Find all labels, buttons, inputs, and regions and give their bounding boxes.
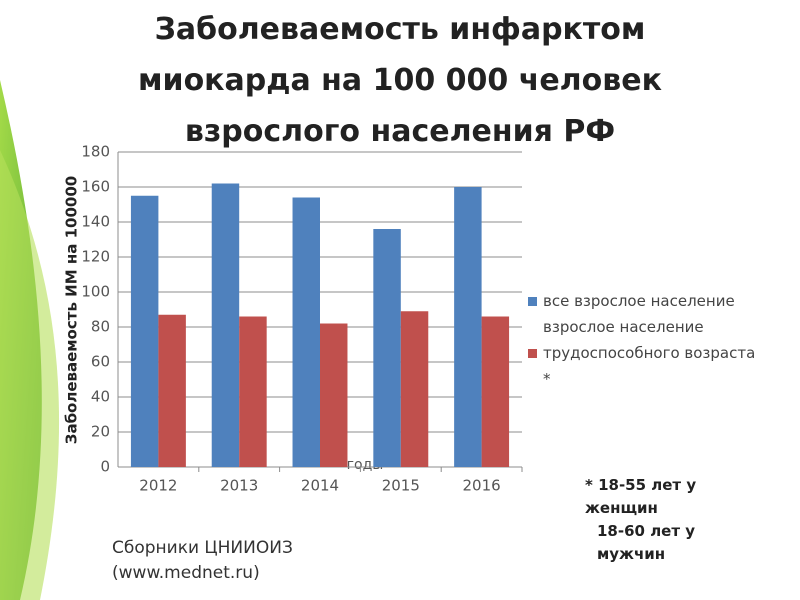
bar	[211, 183, 240, 467]
legend: все взрослое население взрослое население…	[528, 288, 760, 392]
y-tick-label: 80	[91, 318, 110, 336]
legend-label: все взрослое население	[543, 292, 735, 310]
footnote-line: 18-60 лет у мужчин	[597, 522, 696, 563]
y-tick-label: 20	[91, 423, 110, 441]
legend-swatch	[528, 296, 537, 306]
legend-item: все взрослое население	[528, 288, 760, 314]
y-tick-label: 120	[81, 248, 110, 266]
source-line: Сборники ЦНИИОИЗ	[112, 538, 293, 558]
title: Заболеваемость инфарктом миокарда на 100…	[138, 12, 662, 149]
bar	[454, 187, 482, 467]
legend-item: взрослое население трудоспособного возра…	[528, 314, 760, 392]
bar	[130, 195, 159, 467]
x-tick-label: 2013	[220, 477, 258, 495]
footnote-line: * 18-55 лет у женщин	[585, 476, 697, 517]
footnote: * 18-55 лет у женщин 18-60 лет у мужчин	[585, 474, 725, 566]
source: Сборники ЦНИИОИЗ (www.mednet.ru)	[112, 536, 352, 586]
bar	[400, 311, 429, 467]
y-tick-label: 140	[81, 213, 110, 231]
bar	[158, 314, 186, 467]
x-tick-label: 2012	[139, 477, 177, 495]
y-tick-label: 180	[81, 143, 110, 161]
x-tick-label: 2014	[301, 477, 339, 495]
y-tick-label: 160	[81, 178, 110, 196]
legend-label: взрослое население трудоспособного возра…	[543, 318, 756, 388]
y-tick-label: 40	[91, 388, 110, 406]
decoration	[0, 150, 60, 600]
x-tick-label: 2016	[463, 477, 501, 495]
x-tick-label: 2015	[382, 477, 420, 495]
bar	[292, 197, 320, 467]
source-line: (www.mednet.ru)	[112, 563, 260, 583]
bar	[373, 229, 401, 467]
bar	[239, 316, 267, 467]
legend-swatch	[528, 348, 537, 358]
y-tick-label: 60	[91, 353, 110, 371]
bar	[481, 316, 510, 467]
y-axis-label: Заболеваемость ИМ на 100000	[63, 176, 81, 444]
bar	[320, 323, 348, 467]
y-tick-label: 0	[100, 458, 110, 476]
y-tick-label: 100	[81, 283, 110, 301]
